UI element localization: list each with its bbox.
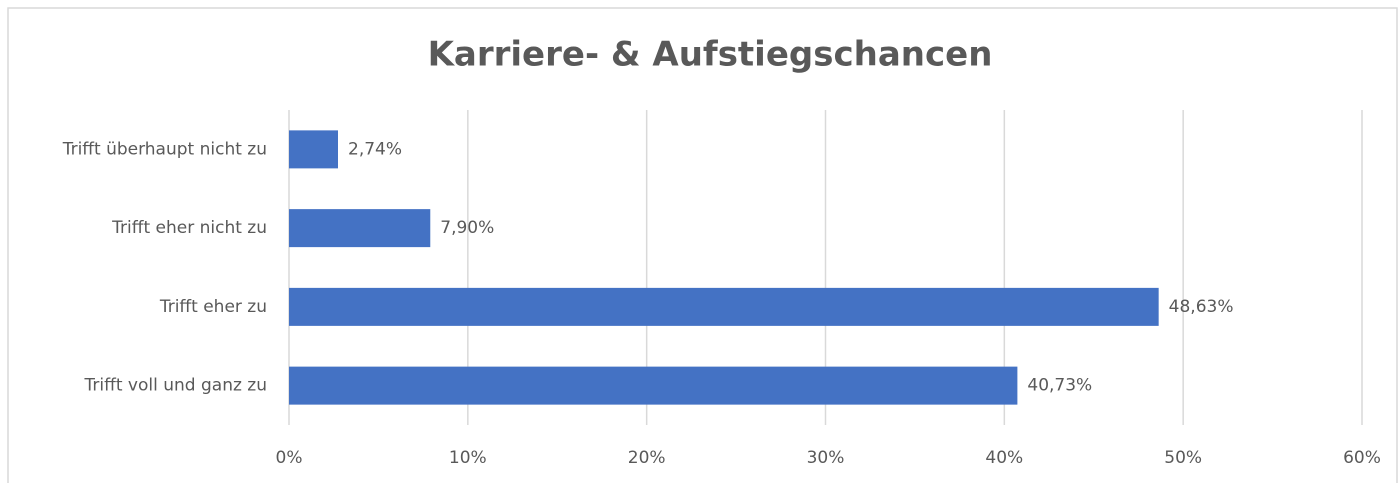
x-tick-label: 40%	[985, 448, 1023, 468]
data-label: 40,73%	[1027, 376, 1092, 396]
y-tick-label: Trifft überhaupt nicht zu	[62, 139, 267, 159]
y-tick-label: Trifft eher nicht zu	[111, 218, 267, 238]
x-tick-label: 50%	[1164, 448, 1202, 468]
data-label: 7,90%	[440, 218, 494, 238]
x-tick-label: 20%	[628, 448, 666, 468]
x-tick-label: 60%	[1343, 448, 1381, 468]
bar	[289, 287, 1159, 326]
x-tick-label: 0%	[276, 448, 303, 468]
bar	[289, 366, 1018, 405]
x-tick-label: 10%	[449, 448, 487, 468]
chart-title: Karriere- & Aufstiegschancen	[428, 35, 993, 75]
y-tick-label: Trifft voll und ganz zu	[84, 376, 267, 396]
chart-border	[7, 7, 1398, 483]
x-tick-label: 30%	[807, 448, 845, 468]
bar	[289, 209, 431, 248]
y-tick-label: Trifft eher zu	[159, 297, 267, 317]
data-label: 2,74%	[348, 139, 402, 159]
data-label: 48,63%	[1169, 297, 1234, 317]
bar	[289, 130, 339, 169]
